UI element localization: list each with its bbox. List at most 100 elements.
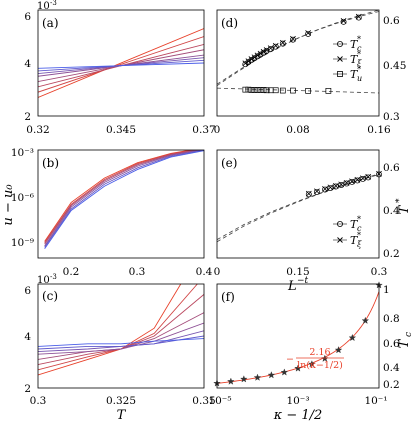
marker-e-circle-5 — [332, 183, 339, 190]
x-tick-b-0: 0.2 — [63, 266, 80, 278]
marker-d-x-5 — [254, 52, 261, 59]
marker-d-x-11 — [279, 39, 286, 46]
marker-d-square-11 — [279, 87, 286, 94]
legend-tc-base-e: T — [350, 218, 359, 231]
legend-tc-star-e: * — [357, 215, 361, 224]
marker-d-x-12 — [290, 35, 296, 42]
plot-frame-f — [216, 283, 380, 389]
plot-frame-a — [37, 9, 205, 117]
x-axis-label-c: T — [117, 408, 127, 423]
x-tick-d-2: 0.16 — [367, 124, 391, 136]
marker-e-circle-11 — [365, 174, 372, 181]
y-tick-b-6: 10⁻⁶ — [11, 192, 34, 204]
panel-a: (a) 10 -3 6 4 2 0.32 0.345 0.37 — [24, 0, 215, 136]
y-tick-c-2: 2 — [24, 383, 31, 395]
svg-text:*: * — [395, 198, 405, 203]
marker-e-x-1 — [305, 190, 312, 197]
y-tick-c-6: 6 — [24, 285, 31, 297]
x-tick-a-1: 0.345 — [106, 124, 136, 136]
marker-d-x-10 — [272, 42, 279, 49]
marker-f-star-4 — [253, 373, 262, 381]
plot-frame-c — [37, 283, 205, 389]
y-tick-f-06: 0.6 — [383, 338, 400, 350]
marker-e-x-4 — [327, 184, 334, 191]
y-axis-label-f: T c — [397, 332, 414, 348]
y-tick-f-1: 1 — [383, 284, 390, 296]
panel-label-a: (a) — [42, 16, 59, 30]
fit-curve-e-2 — [217, 173, 379, 243]
series-line-c-4 — [38, 312, 204, 360]
x-tick-f-0: 10⁻⁵ — [208, 395, 231, 407]
marker-e-x-7 — [343, 179, 350, 186]
svg-text:L: L — [287, 279, 297, 294]
series-line-a-2 — [38, 36, 204, 93]
legend-txi-sub-e: ξ — [357, 240, 362, 249]
plot-frame-d — [216, 9, 380, 117]
x-tick-e-0: 0 — [214, 266, 221, 278]
y-axis-label-b: u − u₀ — [1, 184, 16, 226]
x-tick-c-0: 0.3 — [30, 395, 47, 407]
marker-f-star-6 — [280, 368, 289, 376]
panel-d: (d) 0.6 0.45 0.3 0 0.08 0.16 T c * T ξ *… — [214, 9, 406, 136]
marker-d-square-4 — [251, 87, 258, 93]
marker-d-square-13 — [305, 88, 311, 94]
legend-tu-sub: u — [357, 74, 362, 83]
series-line-c-5 — [38, 322, 204, 355]
marker-d-square-2 — [245, 86, 252, 93]
legend-circle-icon-e — [336, 220, 343, 227]
legend-tu-base: T — [350, 68, 359, 81]
marker-d-square-6 — [257, 87, 264, 93]
legend-x-icon-e — [337, 237, 343, 243]
marker-d-x-1 — [242, 60, 249, 67]
y-tick-e-1: 0.4 — [383, 205, 400, 217]
y-exponent-base-a: 10 — [37, 1, 50, 12]
x-tick-a-0: 0.32 — [26, 124, 49, 136]
legend-d: T c * T ξ * T u * — [333, 35, 362, 83]
x-tick-e-2: 0.3 — [371, 266, 388, 278]
panel-b: (b) 10⁻³ 10⁻⁶ 10⁻⁹ 0.2 0.3 0.4 u − u₀ — [1, 147, 213, 278]
legend-txi-star-e: * — [357, 231, 361, 240]
marker-e-x-6 — [338, 181, 345, 188]
marker-e-circle-7 — [343, 180, 350, 187]
marker-d-x-6 — [257, 50, 264, 57]
marker-d-x-13 — [305, 30, 312, 36]
y-exponent-power-a: -3 — [50, 0, 57, 7]
series-line-b-2 — [44, 150, 195, 243]
panel-e: (e) 0.6 0.4 0.2 0 0.15 0.3 L −t T * T c … — [214, 149, 412, 294]
x-tick-c-2: 0.35 — [192, 395, 215, 407]
annotation-denominator: ln(κ−1/2) — [297, 360, 343, 371]
x-tick-d-0: 0 — [214, 124, 221, 136]
marker-e-x-11 — [365, 173, 372, 180]
y-tick-a-4: 4 — [24, 58, 31, 70]
marker-f-star-10 — [334, 346, 343, 354]
markers-d — [242, 13, 362, 94]
panel-label-c: (c) — [42, 289, 58, 303]
legend-tc-base: T — [350, 38, 359, 51]
series-line-b-3 — [44, 150, 198, 245]
legend-x-icon — [337, 56, 343, 62]
y-axis-label-e: T * — [395, 198, 412, 214]
marker-d-x-15 — [355, 13, 362, 20]
y-tick-e-2: 0.6 — [383, 162, 400, 174]
fit-annotation-f: − 2.16 ln(κ−1/2) — [286, 347, 344, 371]
legend-txi-base-e: T — [350, 234, 359, 247]
y-tick-c-4: 4 — [24, 331, 31, 343]
marker-d-square-7 — [260, 87, 267, 93]
marker-d-circle-11 — [279, 40, 286, 47]
marker-d-square-1 — [242, 86, 249, 93]
marker-f-star-3 — [240, 375, 248, 383]
marker-e-circle-3 — [322, 186, 328, 193]
series-line-c-7 — [38, 335, 204, 350]
marker-d-x-9 — [267, 45, 274, 52]
y-tick-a-6: 6 — [24, 11, 31, 23]
y-tick-e-0: 0.2 — [383, 248, 400, 260]
y-tick-d-2: 0.6 — [383, 15, 400, 27]
marker-e-circle-8 — [349, 179, 355, 185]
marker-d-x-14 — [340, 18, 347, 24]
marker-d-x-7 — [260, 48, 267, 55]
marker-d-circle-2 — [245, 59, 252, 66]
marker-d-circle-15 — [355, 14, 362, 21]
marker-e-x-2 — [314, 188, 320, 195]
marker-e-circle-1 — [305, 191, 312, 198]
x-axis-label-f: κ − 1/2 — [273, 408, 323, 423]
